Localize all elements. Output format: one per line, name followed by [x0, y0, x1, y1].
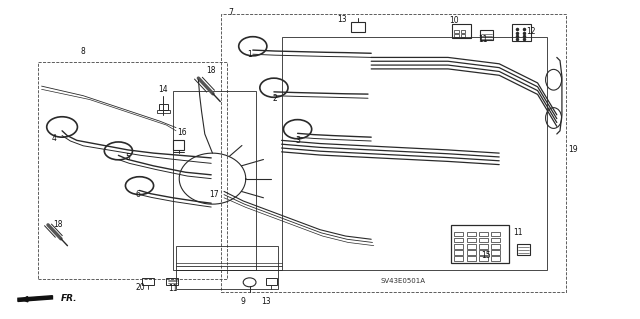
Text: 6: 6 [135, 190, 140, 199]
Text: 18: 18 [53, 220, 62, 229]
Bar [479, 244, 488, 249]
Text: 19: 19 [568, 145, 578, 154]
Text: 9: 9 [241, 297, 246, 306]
Text: 20: 20 [136, 283, 146, 292]
Bar [467, 256, 476, 261]
Text: 11: 11 [514, 228, 523, 237]
Text: 1: 1 [247, 50, 252, 59]
Text: 12: 12 [527, 27, 536, 36]
Text: 13: 13 [337, 15, 348, 24]
Bar [467, 232, 476, 236]
Bar [454, 250, 463, 255]
Bar [461, 30, 465, 33]
Text: 3: 3 [295, 136, 300, 145]
Bar [454, 30, 459, 33]
Bar [479, 232, 488, 236]
Text: 11: 11 [168, 284, 177, 293]
Bar [461, 34, 465, 37]
Bar [467, 244, 476, 249]
Bar [454, 256, 463, 261]
Text: 2: 2 [273, 94, 278, 103]
Bar [266, 278, 277, 285]
Text: 14: 14 [158, 85, 168, 94]
Text: 18: 18 [207, 66, 216, 75]
Text: SV43E0501A: SV43E0501A [381, 278, 426, 284]
Text: 10: 10 [449, 16, 460, 25]
Bar [517, 244, 530, 255]
Bar [38, 62, 227, 279]
Bar [454, 34, 459, 37]
Bar [176, 246, 278, 289]
Bar [351, 22, 365, 32]
Bar [159, 104, 168, 110]
Text: FR.: FR. [61, 294, 77, 303]
Bar [454, 244, 463, 249]
Text: 5: 5 [125, 153, 131, 162]
Bar [491, 256, 500, 261]
Bar [166, 278, 178, 285]
Bar [479, 238, 488, 242]
Text: 17: 17 [209, 190, 220, 199]
Bar [38, 62, 227, 279]
Text: 13: 13 [260, 297, 271, 306]
Bar [454, 238, 463, 242]
Bar [173, 140, 184, 150]
Polygon shape [18, 296, 52, 301]
Bar [451, 225, 509, 263]
Bar [452, 24, 471, 38]
Bar [454, 232, 463, 236]
Bar [491, 232, 500, 236]
Text: 11: 11 [479, 35, 488, 44]
Bar [491, 250, 500, 255]
Bar [479, 250, 488, 255]
Bar [142, 278, 154, 285]
Bar [491, 244, 500, 249]
Bar [282, 37, 547, 270]
Text: 16: 16 [177, 128, 188, 137]
Bar [467, 250, 476, 255]
Text: 4: 4 [52, 134, 57, 143]
Bar [221, 14, 566, 292]
Text: 15: 15 [481, 251, 492, 260]
Bar [157, 110, 170, 113]
Text: 7: 7 [228, 8, 233, 17]
Bar [480, 30, 493, 40]
Bar [491, 238, 500, 242]
Bar [512, 24, 531, 41]
Bar [173, 91, 256, 270]
Bar [467, 238, 476, 242]
Text: 8: 8 [81, 47, 86, 56]
Bar [479, 256, 488, 261]
